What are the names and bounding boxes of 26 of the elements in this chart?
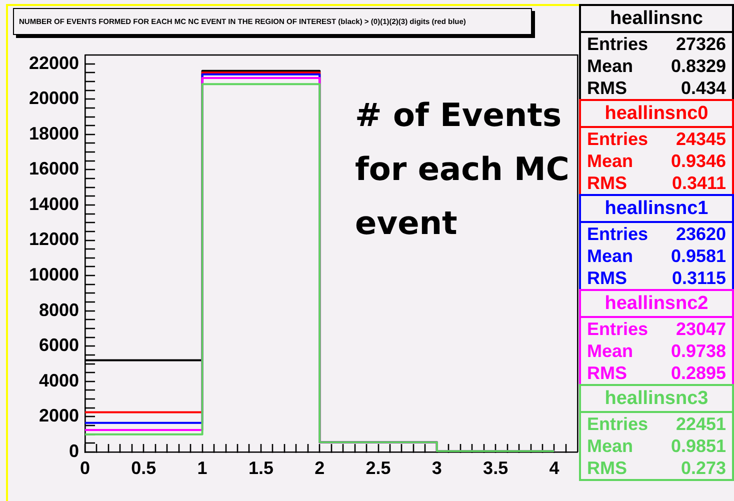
y-tick-label: 2000 xyxy=(38,406,79,426)
y-tick-label: 20000 xyxy=(28,88,79,108)
x-tick-label: 1 xyxy=(197,458,208,478)
stats-box: heallinsnc2 Entries 23047 Mean 0.9738 RMS 0.2895 xyxy=(579,289,734,386)
x-tick-label: 4 xyxy=(549,458,560,478)
y-tick-label: 22000 xyxy=(28,52,79,73)
y-tick-label: 10000 xyxy=(28,264,79,285)
y-tick-label: 6000 xyxy=(38,335,79,356)
x-tick-label: 2 xyxy=(314,458,325,478)
x-tick-label: 3 xyxy=(432,458,442,478)
y-tick-label: 14000 xyxy=(28,194,79,214)
x-tick-label: 2.5 xyxy=(366,458,391,478)
annotation: # of Events for each MC event xyxy=(355,95,570,244)
y-tick-label: 16000 xyxy=(28,158,79,179)
stats-box: heallinsnc1 Entries 23620 Mean 0.9581 RMS 0.3115 xyxy=(579,194,734,291)
y-tick-label: 12000 xyxy=(28,229,79,250)
x-tick-label: 1.5 xyxy=(248,458,274,478)
y-tick-label: 18000 xyxy=(28,123,79,144)
stats-box: heallinsnc3 Entries 22451 Mean 0.9851 RMS 0.273 xyxy=(579,384,734,481)
stats-box: heallinsnc Entries 27326 Mean 0.8329 RMS 0.434 xyxy=(579,4,734,101)
x-tick-label: 0.5 xyxy=(131,458,156,478)
y-tick-label: 0 xyxy=(68,440,79,461)
stats-box: heallinsnc0 Entries 24345 Mean 0.9346 RMS 0.3411 xyxy=(579,99,734,196)
y-tick-label: 8000 xyxy=(38,300,79,320)
y-tick-label: 4000 xyxy=(38,370,79,390)
x-tick-label: 3.5 xyxy=(483,458,508,478)
